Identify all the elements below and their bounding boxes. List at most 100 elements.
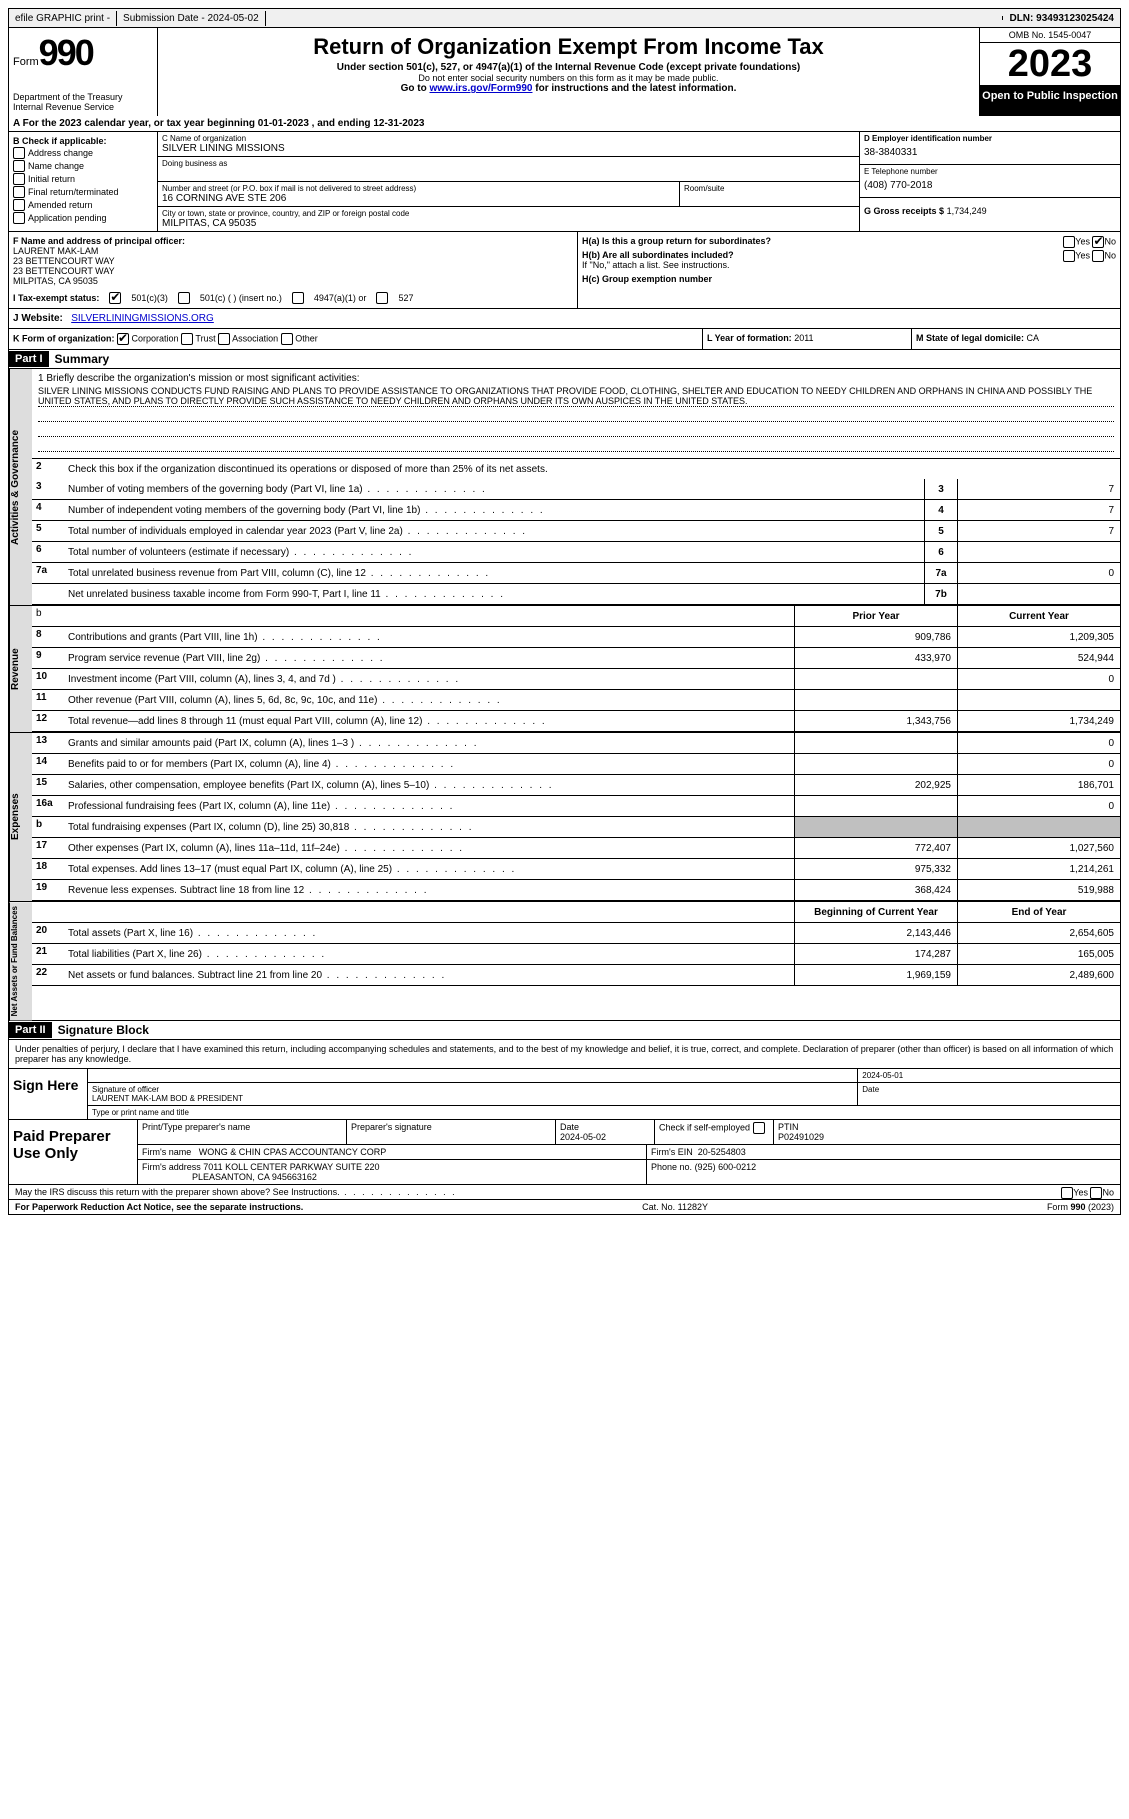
tel-label: E Telephone number: [864, 167, 1116, 176]
firm-addr1: 7011 KOLL CENTER PARKWAY SUITE 220: [203, 1162, 379, 1172]
table-row: 9Program service revenue (Part VIII, lin…: [32, 648, 1120, 669]
table-row: Net unrelated business taxable income fr…: [32, 584, 1120, 605]
chk-app-pending[interactable]: [13, 212, 25, 224]
row-fgh: F Name and address of principal officer:…: [8, 232, 1121, 309]
chk-trust[interactable]: [181, 333, 193, 345]
chk-501c3[interactable]: [109, 292, 121, 304]
declaration-text: Under penalties of perjury, I declare th…: [9, 1040, 1120, 1069]
chk-name-change[interactable]: [13, 160, 25, 172]
chk-discuss-no[interactable]: [1090, 1187, 1102, 1199]
chk-hb-no[interactable]: [1092, 250, 1104, 262]
form-number: 990: [39, 32, 93, 73]
table-row: 13Grants and similar amounts paid (Part …: [32, 733, 1120, 754]
form-title: Return of Organization Exempt From Incom…: [162, 34, 975, 60]
table-row: 17Other expenses (Part IX, column (A), l…: [32, 838, 1120, 859]
chk-discuss-yes[interactable]: [1061, 1187, 1073, 1199]
table-row: 5Total number of individuals employed in…: [32, 521, 1120, 542]
netassets-section: Net Assets or Fund Balances Beginning of…: [8, 902, 1121, 1021]
chk-ha-no[interactable]: [1092, 236, 1104, 248]
dln: DLN: 93493123025424: [1003, 11, 1120, 26]
table-row: 12Total revenue—add lines 8 through 11 (…: [32, 711, 1120, 732]
irs-link[interactable]: www.irs.gov/Form990: [429, 83, 532, 94]
footer-left: For Paperwork Reduction Act Notice, see …: [15, 1202, 303, 1212]
officer-sig-name: LAURENT MAK-LAM BOD & PRESIDENT: [92, 1094, 243, 1103]
table-row: 19Revenue less expenses. Subtract line 1…: [32, 880, 1120, 901]
mission-label: 1 Briefly describe the organization's mi…: [38, 373, 1114, 384]
form-header: Form990 Department of the Treasury Inter…: [8, 28, 1121, 116]
hc-label: H(c) Group exemption number: [582, 274, 712, 284]
table-row: 8Contributions and grants (Part VIII, li…: [32, 627, 1120, 648]
note2: Go to www.irs.gov/Form990 for instructio…: [162, 83, 975, 94]
hdr-begin: Beginning of Current Year: [794, 902, 957, 922]
vtab-na: Net Assets or Fund Balances: [9, 902, 32, 1020]
part2-title: Signature Block: [52, 1021, 155, 1039]
hdr-prior: Prior Year: [794, 606, 957, 626]
revenue-section: Revenue b Prior Year Current Year 8Contr…: [8, 606, 1121, 733]
chk-ha-yes[interactable]: [1063, 236, 1075, 248]
street-label: Number and street (or P.O. box if mail i…: [162, 184, 675, 193]
chk-assoc[interactable]: [218, 333, 230, 345]
officer-line-3: MILPITAS, CA 95035: [13, 276, 573, 286]
h-block: H(a) Is this a group return for subordin…: [577, 232, 1120, 308]
part2-badge: Part II: [9, 1022, 52, 1038]
officer-line-0: LAURENT MAK-LAM: [13, 246, 573, 256]
chk-501c[interactable]: [178, 292, 190, 304]
firm-phone: (925) 600-0212: [695, 1162, 757, 1172]
table-row: 14Benefits paid to or for members (Part …: [32, 754, 1120, 775]
col-c: C Name of organization SILVER LINING MIS…: [158, 132, 859, 231]
officer-label: F Name and address of principal officer:: [13, 236, 573, 246]
chk-4947[interactable]: [292, 292, 304, 304]
street-value: 16 CORNING AVE STE 206: [162, 193, 675, 204]
form-label: Form: [13, 56, 39, 68]
part1-badge: Part I: [9, 351, 49, 367]
tax-year: 2023: [980, 43, 1120, 86]
gross-label: G Gross receipts $: [864, 206, 944, 216]
footer-mid: Cat. No. 11282Y: [642, 1202, 708, 1212]
omb-number: OMB No. 1545-0047: [980, 28, 1120, 43]
submission-date: Submission Date - 2024-05-02: [117, 11, 266, 26]
chk-address-change[interactable]: [13, 147, 25, 159]
chk-527[interactable]: [376, 292, 388, 304]
chk-corp[interactable]: [117, 333, 129, 345]
ein-label: D Employer identification number: [864, 134, 1116, 143]
vtab-rev: Revenue: [9, 606, 32, 732]
officer-line-2: 23 BETTENCOURT WAY: [13, 266, 573, 276]
chk-initial-return[interactable]: [13, 173, 25, 185]
chk-hb-yes[interactable]: [1063, 250, 1075, 262]
chk-other[interactable]: [281, 333, 293, 345]
chk-amended[interactable]: [13, 199, 25, 211]
type-name-label: Type or print name and title: [88, 1106, 193, 1119]
gov-section: Activities & Governance 1 Briefly descri…: [8, 369, 1121, 606]
table-row: bTotal fundraising expenses (Part IX, co…: [32, 817, 1120, 838]
table-row: 10Investment income (Part VIII, column (…: [32, 669, 1120, 690]
website-link[interactable]: SILVERLININGMISSIONS.ORG: [71, 313, 214, 324]
m-cell: M State of legal domicile: CA: [911, 329, 1120, 349]
expenses-section: Expenses 13Grants and similar amounts pa…: [8, 733, 1121, 902]
form-id-block: Form990 Department of the Treasury Inter…: [9, 28, 158, 116]
inspection-badge: Open to Public Inspection: [980, 86, 1120, 116]
tax-exempt-row: I Tax-exempt status: 501(c)(3) 501(c) ( …: [13, 292, 573, 304]
firm-addr2: PLEASANTON, CA 945663162: [192, 1172, 317, 1182]
prep-date: 2024-05-02: [560, 1132, 606, 1142]
officer-line-1: 23 BETTENCOURT WAY: [13, 256, 573, 266]
city-value: MILPITAS, CA 95035: [162, 218, 855, 229]
footer: For Paperwork Reduction Act Notice, see …: [8, 1200, 1121, 1215]
hdr-end: End of Year: [957, 902, 1120, 922]
chk-self-employed[interactable]: [753, 1122, 765, 1134]
chk-final-return[interactable]: [13, 186, 25, 198]
hb-note: If "No," attach a list. See instructions…: [582, 260, 1116, 270]
table-row: 7aTotal unrelated business revenue from …: [32, 563, 1120, 584]
dba-label: Doing business as: [162, 159, 855, 168]
info-grid: B Check if applicable: Address change Na…: [8, 132, 1121, 232]
mission-block: 1 Briefly describe the organization's mi…: [32, 369, 1120, 459]
section-a-dates: A For the 2023 calendar year, or tax yea…: [8, 116, 1121, 132]
col-b-title: B Check if applicable:: [13, 136, 153, 146]
efile-label: efile GRAPHIC print -: [9, 11, 117, 26]
room-label: Room/suite: [684, 184, 855, 193]
table-row: 6Total number of volunteers (estimate if…: [32, 542, 1120, 563]
note1: Do not enter social security numbers on …: [162, 73, 975, 83]
table-row: 4Number of independent voting members of…: [32, 500, 1120, 521]
signature-block: Under penalties of perjury, I declare th…: [8, 1040, 1121, 1185]
prep-sig-label: Preparer's signature: [347, 1120, 556, 1144]
form-title-block: Return of Organization Exempt From Incom…: [158, 28, 979, 116]
